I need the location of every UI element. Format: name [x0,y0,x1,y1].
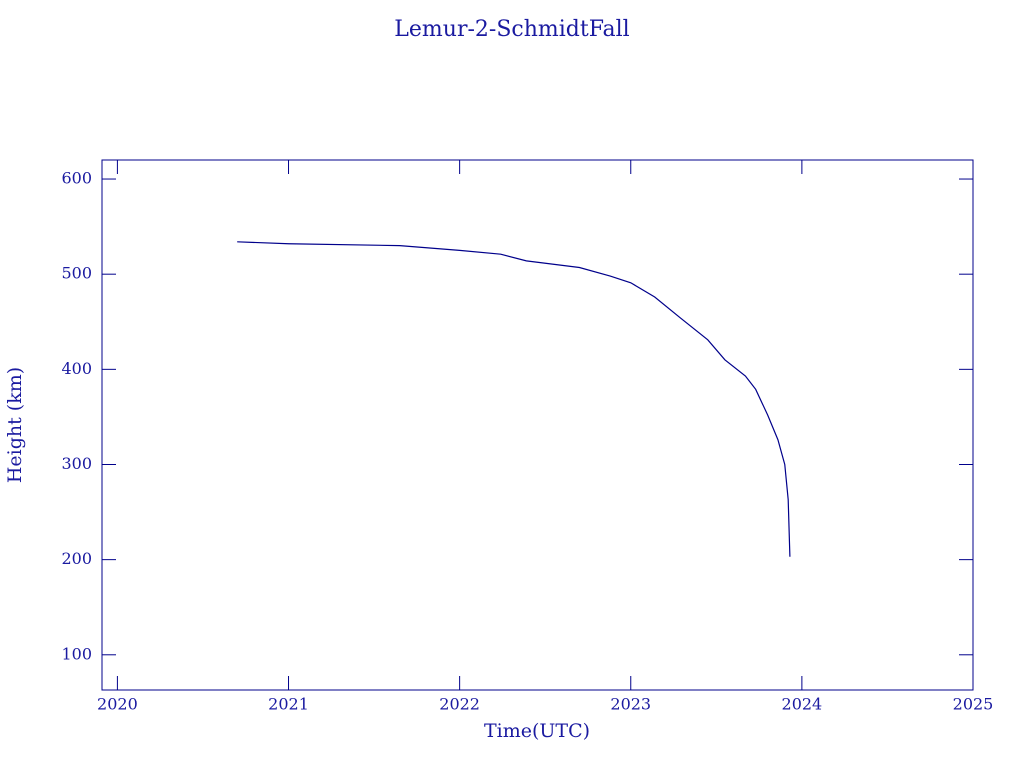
plot-frame [101,159,974,691]
x-axis-label: Time(UTC) [484,720,590,742]
y-tick-label: 100 [61,644,92,663]
x-tick-label: 2025 [953,695,994,714]
y-tick-label: 200 [61,549,92,568]
y-tick-label: 400 [61,359,92,378]
x-tick-label: 2024 [782,695,823,714]
chart-title: Lemur-2-SchmidtFall [394,17,629,42]
x-tick-label: 2022 [439,695,480,714]
x-tick-label: 2020 [97,695,138,714]
x-tick-label: 2021 [268,695,309,714]
x-tick-label: 2023 [610,695,651,714]
y-tick-label: 300 [61,454,92,473]
y-tick-label: 600 [61,169,92,188]
y-axis-label: Height (km) [4,367,26,483]
line-series [237,241,791,557]
y-tick-label: 500 [61,264,92,283]
